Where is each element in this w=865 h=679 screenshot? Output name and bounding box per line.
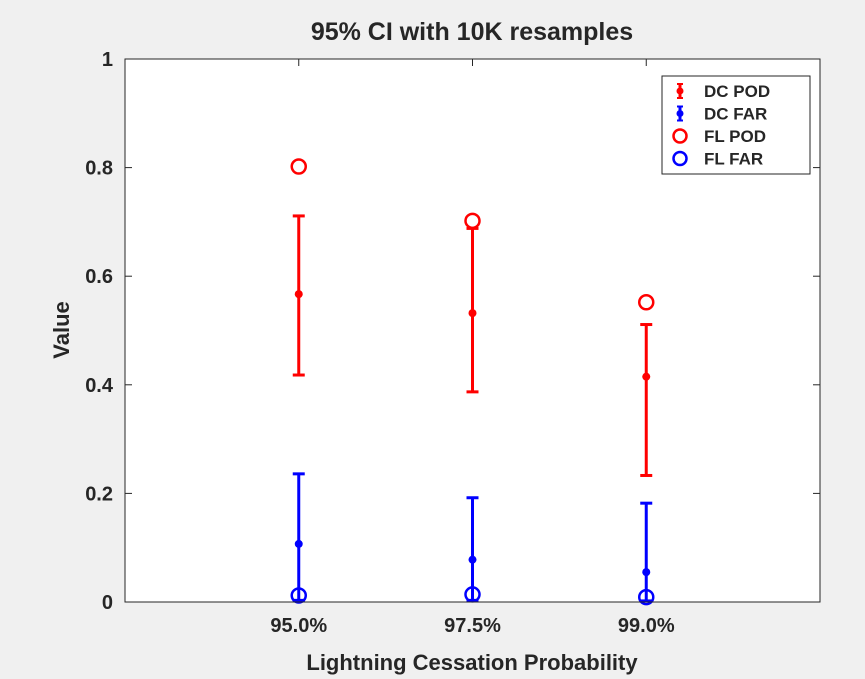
y-tick-label: 0 bbox=[102, 592, 113, 614]
fl-pod-marker bbox=[290, 158, 307, 175]
legend-symbol-fl-pod bbox=[672, 128, 688, 144]
y-tick-label: 0.6 bbox=[85, 266, 113, 288]
legend-label-fl-far: FL FAR bbox=[704, 150, 763, 169]
y-tick-label: 1 bbox=[102, 49, 113, 71]
x-tick-label: 95.0% bbox=[270, 615, 327, 637]
dc-pod-point bbox=[294, 290, 303, 299]
y-axis-label: Value bbox=[49, 301, 74, 358]
fl-far-marker bbox=[464, 586, 481, 603]
dc-pod-point bbox=[642, 372, 651, 381]
plot-area bbox=[290, 158, 655, 606]
fl-pod-marker bbox=[638, 294, 655, 311]
legend: DC POD DC FAR FL POD FL FAR bbox=[661, 75, 811, 175]
dc-far-point bbox=[642, 568, 651, 577]
fl-far-marker bbox=[638, 588, 655, 606]
legend-label-dc-far: DC FAR bbox=[704, 105, 767, 124]
dc-far-point bbox=[468, 555, 477, 564]
x-axis-label: Lightning Cessation Probability bbox=[306, 650, 638, 675]
axes-frame bbox=[124, 58, 821, 603]
legend-symbol-fl-far bbox=[672, 150, 688, 167]
fl-pod-marker bbox=[464, 212, 481, 230]
legend-dot-dc-far bbox=[676, 110, 684, 117]
x-tick-label: 99.0% bbox=[618, 615, 675, 637]
legend-label-dc-pod: DC POD bbox=[704, 82, 770, 101]
dc-pod-point bbox=[468, 309, 477, 318]
legend-label-fl-pod: FL POD bbox=[704, 127, 766, 146]
dc-far-point bbox=[294, 539, 303, 548]
chart-title: 95% CI with 10K resamples bbox=[311, 18, 633, 46]
y-tick-label: 0.4 bbox=[85, 375, 114, 397]
x-tick-label: 97.5% bbox=[444, 615, 501, 637]
y-tick-label: 0.2 bbox=[85, 483, 113, 505]
y-tick-label: 0.8 bbox=[85, 158, 113, 180]
legend-dot-dc-pod bbox=[676, 87, 684, 95]
